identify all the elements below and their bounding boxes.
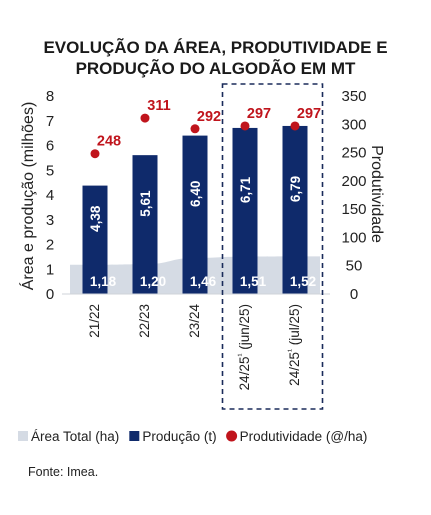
category-suffix: (jul/25) bbox=[287, 304, 302, 349]
left-y-tick: 2 bbox=[46, 237, 54, 254]
footnote-marker: ¹ bbox=[286, 349, 296, 352]
legend-label: Produtividade (@/ha) bbox=[240, 429, 368, 444]
right-y-tick: 100 bbox=[341, 229, 366, 246]
right-y-tick: 150 bbox=[341, 201, 366, 218]
left-y-tick: 8 bbox=[46, 88, 54, 105]
right-y-tick: 300 bbox=[341, 116, 366, 133]
legend-swatch bbox=[18, 431, 28, 441]
production-bar bbox=[232, 127, 258, 295]
category-suffix: (jun/25) bbox=[237, 304, 252, 354]
productivity-value-label: 248 bbox=[97, 134, 121, 150]
forecast-highlight-box bbox=[221, 83, 324, 410]
area-value-label: 1,20 bbox=[140, 274, 166, 289]
production-bar bbox=[282, 125, 308, 294]
legend-marker bbox=[226, 430, 238, 442]
left-y-tick: 4 bbox=[46, 187, 54, 204]
production-value-label: 6,79 bbox=[288, 176, 303, 202]
area-value-label: 1,18 bbox=[90, 274, 117, 289]
chart-title-line-2: PRODUÇÃO DO ALGODÃO EM MT bbox=[76, 58, 356, 78]
x-category-label: 22/23 bbox=[137, 304, 152, 338]
legend: Área Total (ha) Produção (t) Produtividade… bbox=[18, 429, 367, 444]
legend-label: Área Total (ha) bbox=[31, 429, 119, 444]
productivity-marker bbox=[90, 149, 100, 159]
production-bar bbox=[132, 155, 158, 294]
production-value-label: 4,38 bbox=[88, 205, 103, 232]
productivity-value-label: 311 bbox=[147, 98, 170, 114]
left-y-tick: 7 bbox=[46, 113, 54, 130]
productivity-marker bbox=[140, 113, 150, 123]
x-category-label: 23/24 bbox=[187, 304, 202, 338]
productivity-marker bbox=[240, 121, 250, 131]
source-note: Fonte: Imea. bbox=[28, 465, 98, 479]
legend-label: Produção (t) bbox=[142, 429, 216, 444]
area-value-label: 1,52 bbox=[290, 274, 316, 289]
x-category-label: 24/25¹ (jun/25) bbox=[236, 304, 252, 390]
productivity-value-label: 297 bbox=[247, 106, 271, 122]
left-y-tick: 3 bbox=[46, 212, 54, 229]
left-y-tick: 0 bbox=[46, 286, 54, 303]
x-category-label: 21/22 bbox=[87, 304, 102, 338]
right-y-tick: 250 bbox=[341, 145, 366, 162]
left-y-tick: 5 bbox=[46, 162, 54, 179]
right-y-tick: 350 bbox=[341, 88, 366, 105]
production-value-label: 6,71 bbox=[238, 176, 253, 203]
right-y-tick: 50 bbox=[346, 258, 363, 275]
productivity-marker bbox=[190, 124, 200, 134]
left-axis-title: Área e produção (milhões) bbox=[18, 102, 37, 291]
production-value-label: 5,61 bbox=[138, 190, 153, 217]
left-y-tick: 1 bbox=[46, 261, 54, 278]
legend-swatch bbox=[129, 431, 140, 441]
area-value-label: 1,51 bbox=[240, 274, 267, 289]
left-y-tick: 6 bbox=[46, 138, 54, 155]
production-bar bbox=[182, 135, 208, 294]
productivity-value-label: 297 bbox=[297, 106, 321, 122]
footnote-marker: ¹ bbox=[236, 354, 246, 357]
right-y-tick: 200 bbox=[341, 173, 366, 190]
right-axis-title: Produtividade bbox=[368, 145, 385, 243]
productivity-value-label: 292 bbox=[197, 109, 221, 125]
production-bar bbox=[82, 185, 108, 294]
production-value-label: 6,40 bbox=[188, 181, 203, 207]
productivity-marker bbox=[290, 121, 300, 131]
right-y-tick: 0 bbox=[350, 286, 358, 303]
x-category-label: 24/25¹ (jul/25) bbox=[286, 304, 302, 386]
chart-title-line-1: EVOLUÇÃO DA ÁREA, PRODUTIVIDADE E bbox=[43, 37, 387, 57]
area-value-label: 1,46 bbox=[190, 274, 217, 289]
